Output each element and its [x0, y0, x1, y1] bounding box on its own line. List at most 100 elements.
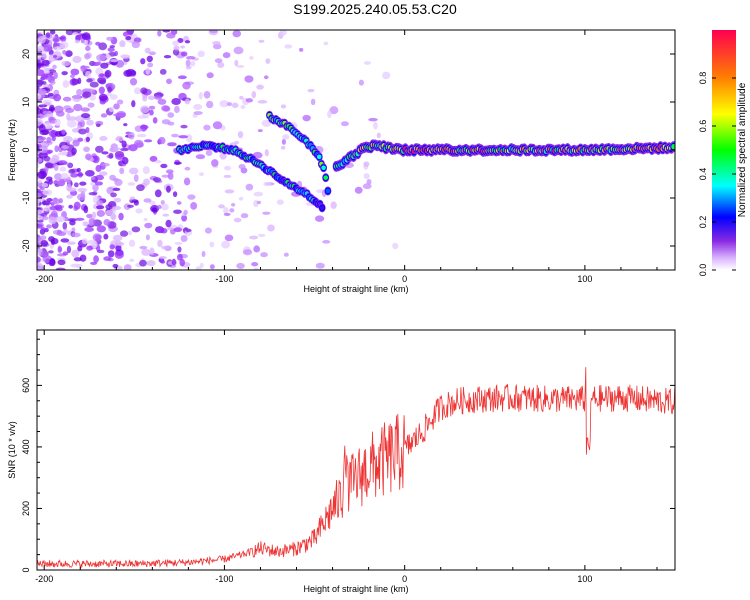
- spectrogram-speckle-blob: [96, 200, 104, 206]
- spectrogram-speckle-blob: [103, 256, 112, 261]
- spectrogram-speckle-blob: [68, 169, 76, 174]
- spectrogram-speckle-blob: [134, 142, 144, 148]
- spectrogram-speckle-blob: [42, 43, 53, 52]
- spectrogram-speckle-blob: [114, 250, 124, 259]
- spectrogram-speckle-blob: [41, 53, 47, 60]
- spectrogram-speckle-blob: [302, 114, 311, 122]
- spectrogram-speckle-blob: [52, 64, 57, 69]
- spectrogram-speckle-blob: [129, 258, 135, 262]
- snr-series-line: [37, 367, 675, 570]
- spectrogram-speckle-blob: [65, 30, 74, 36]
- spectrogram-speckle-blob: [106, 186, 115, 195]
- colorbar-tick-label: 0.2: [698, 216, 708, 229]
- spectrogram-speckle-blob: [149, 247, 155, 256]
- spectrogram-speckle-blob: [121, 140, 127, 148]
- spectrogram-speckle-blob: [51, 135, 56, 142]
- spectrogram-speckle-blob: [240, 105, 246, 110]
- spectrogram-speckle-blob: [204, 227, 212, 234]
- spectrogram-speckle-blob: [165, 219, 172, 228]
- spectrogram-speckle-blob: [157, 30, 162, 37]
- spectrogram-speckle-blob: [93, 255, 99, 263]
- spectrogram-speckle-blob: [234, 59, 239, 67]
- trace-core: [323, 175, 329, 180]
- spectrogram-speckle-blob: [59, 41, 69, 49]
- trace-core: [319, 205, 325, 211]
- spectrogram-speckle-blob: [158, 255, 167, 260]
- spectrogram-speckle-blob: [54, 145, 59, 153]
- spectrogram-speckle-blob: [127, 230, 133, 236]
- spectrogram-speckle-blob: [109, 45, 116, 49]
- spectrogram-speckle-blob: [195, 154, 206, 160]
- spectrogram-speckle-blob: [307, 88, 315, 93]
- spectrogram-speckle-blob: [70, 173, 79, 178]
- spectrogram-speckle-blob: [382, 71, 391, 80]
- spectrogram-speckle-blob: [65, 50, 73, 57]
- spectrogram-speckle-blob: [166, 32, 176, 39]
- spectrogram-speckle-blob: [165, 169, 174, 174]
- spectrogram-xtick-label: 100: [577, 274, 592, 284]
- spectrogram-speckle-blob: [66, 245, 72, 254]
- spectrogram-speckle-blob: [158, 228, 165, 234]
- figure-title: S199.2025.240.05.53.C20: [293, 1, 457, 17]
- spectrogram-speckle-blob: [59, 166, 67, 172]
- spectrogram-speckle-blob: [282, 134, 290, 140]
- spectrogram-speckle-blob: [53, 93, 62, 102]
- spectrogram-speckle-blob: [61, 60, 71, 67]
- spectrogram-speckle-blob: [94, 181, 104, 186]
- spectrogram-speckle-blob: [141, 248, 151, 256]
- spectrogram-speckle-blob: [112, 263, 119, 268]
- spectrogram-speckle-blob: [179, 258, 186, 267]
- spectrogram-speckle-blob: [264, 149, 269, 157]
- spectrogram-speckle-blob: [154, 189, 162, 198]
- spectrogram-speckle-blob: [89, 81, 99, 88]
- snr-axes: -200 -100 0 100 0 200 400 600: [21, 330, 675, 584]
- spectrogram-speckle-blob: [37, 35, 46, 44]
- spectrogram-speckle-blob: [251, 262, 259, 267]
- spectrogram-traces: [175, 110, 675, 213]
- spectrogram-speckle-blob: [52, 198, 61, 205]
- spectrogram-speckle-blob: [154, 95, 163, 100]
- spectrogram-speckle-blob: [71, 78, 80, 85]
- spectrogram-speckle-blob: [66, 187, 77, 192]
- spectrogram-speckle-blob: [253, 245, 261, 253]
- spectrogram-speckle-blob: [84, 169, 95, 177]
- spectrogram-speckle-blob: [105, 54, 111, 59]
- spectrogram-speckle-blob: [256, 84, 264, 90]
- spectrogram-speckle-blob: [116, 99, 124, 105]
- spectrogram-speckle-blob: [263, 181, 272, 187]
- spectrogram-speckle-blob: [133, 174, 139, 183]
- spectrogram-speckle-blob: [48, 250, 54, 254]
- spectrogram-speckle-blob: [54, 173, 63, 181]
- spectrogram-speckle-blob: [71, 151, 76, 156]
- spectrogram-speckle-blob: [46, 136, 52, 144]
- spectrogram-speckle-blob: [167, 172, 174, 180]
- spectrogram-speckle-blob: [80, 65, 87, 72]
- spectrogram-speckle-blob: [206, 72, 214, 79]
- spectrogram-speckle-blob: [65, 108, 75, 113]
- spectrogram-speckle-blob: [37, 223, 43, 228]
- spectrogram-speckle-blob: [73, 201, 81, 210]
- spectrogram-speckle-blob: [57, 245, 62, 254]
- spectrogram-speckle-blob: [143, 217, 148, 222]
- spectrogram-speckle-blob: [373, 121, 378, 130]
- spectrogram-speckle-blob: [183, 209, 188, 215]
- spectrogram-speckle-blob: [100, 113, 108, 118]
- spectrogram-speckle-blob: [85, 136, 91, 143]
- colorbar-label: Normalized spectral amplitude: [737, 82, 748, 217]
- spectrogram-speckle-blob: [139, 245, 148, 250]
- spectrogram-ytick-label: -20: [21, 239, 31, 252]
- spectrogram-speckle-blob: [47, 92, 54, 97]
- spectrogram-speckle-blob: [45, 32, 51, 38]
- spectrogram-speckle-blob: [279, 30, 287, 36]
- spectrogram-speckle-blob: [224, 234, 234, 242]
- spectrogram-speckle-blob: [38, 152, 48, 159]
- trace-core: [321, 165, 326, 171]
- spectrogram-speckle-blob: [53, 163, 59, 171]
- spectrogram-speckle-blob: [322, 240, 331, 244]
- snr-ytick-label: 200: [21, 501, 31, 516]
- spectrogram-speckle-blob: [80, 107, 91, 112]
